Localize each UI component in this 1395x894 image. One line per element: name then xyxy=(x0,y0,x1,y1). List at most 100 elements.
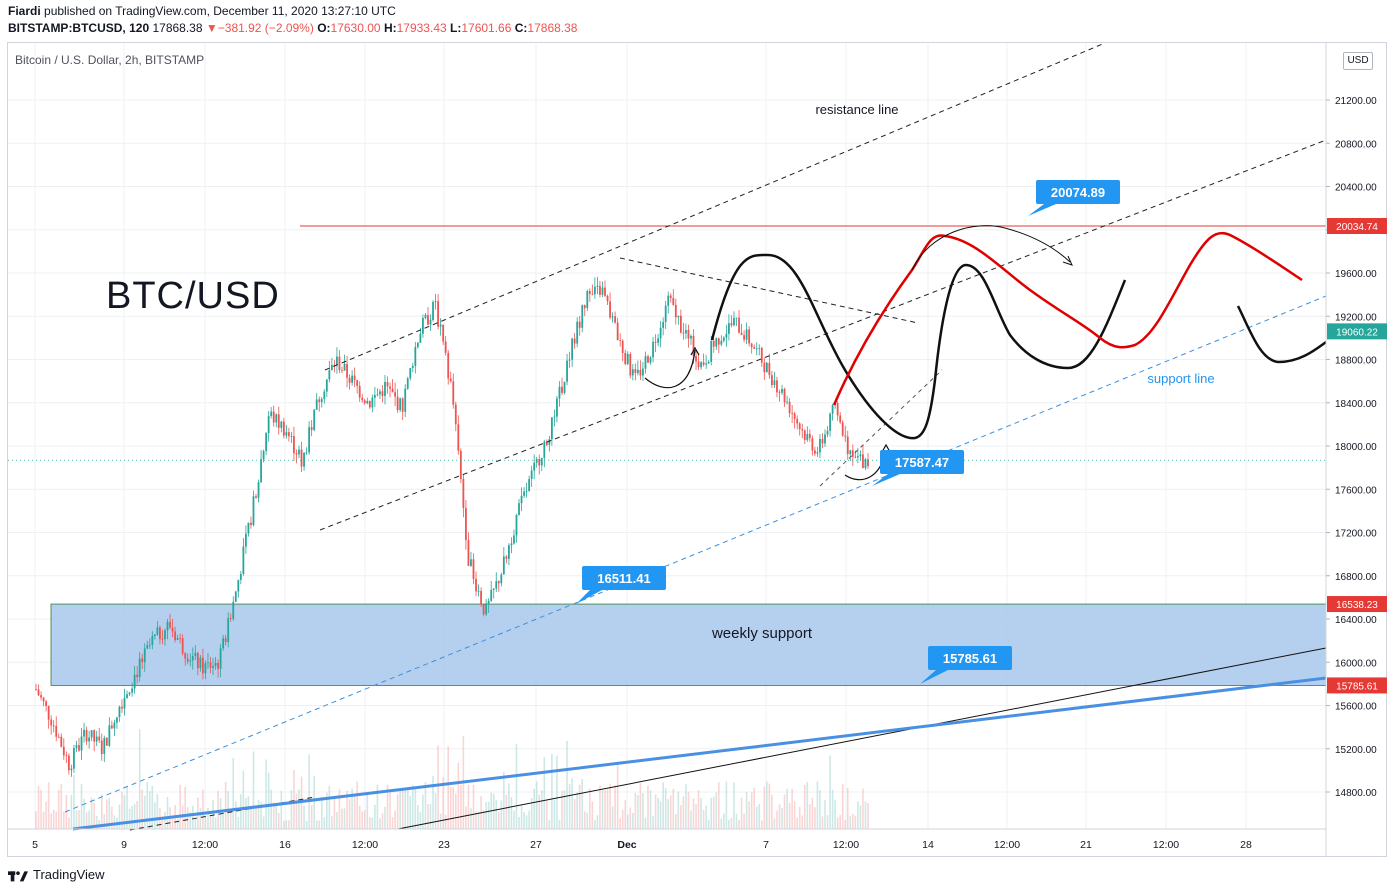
volume-bar xyxy=(356,781,358,829)
candle-body xyxy=(568,359,571,361)
volume-bar xyxy=(834,799,836,829)
candle-body xyxy=(336,356,338,366)
candle-body xyxy=(654,341,657,343)
candle-body xyxy=(743,335,745,340)
volume-bar xyxy=(323,817,326,829)
candle-body xyxy=(707,361,710,364)
candle-body xyxy=(695,355,697,362)
volume-bar xyxy=(95,815,98,829)
candle-body xyxy=(207,662,209,664)
author-name[interactable]: Fiardi xyxy=(8,4,41,18)
volume-bar xyxy=(728,819,730,829)
price-tick-label: 14800.00 xyxy=(1335,788,1377,799)
candle-body xyxy=(755,348,758,350)
volume-bar xyxy=(363,809,366,829)
volume-bar xyxy=(260,801,262,829)
candle-body xyxy=(657,338,660,343)
volume-bar xyxy=(336,811,338,829)
volume-bar xyxy=(568,784,571,829)
volume-bar xyxy=(85,812,88,829)
volume-bar xyxy=(773,818,776,829)
currency-button[interactable]: USD xyxy=(1343,52,1373,70)
volume-bar xyxy=(707,819,710,829)
volume-bar xyxy=(128,808,131,829)
candle-body xyxy=(725,333,728,338)
volume-bar xyxy=(176,818,179,829)
candle-body xyxy=(343,363,346,371)
tradingview-logo[interactable]: TradingView xyxy=(8,867,105,882)
candle-body xyxy=(462,478,465,509)
candle-body xyxy=(685,330,687,334)
candle-body xyxy=(556,398,558,417)
projection-red-path xyxy=(832,231,1303,406)
volume-bar xyxy=(530,798,533,829)
candle-body xyxy=(836,402,839,416)
candle-body xyxy=(609,301,611,318)
open-value: 17630.00 xyxy=(330,21,381,35)
candle-body xyxy=(65,755,68,757)
volume-bar xyxy=(465,806,467,829)
candle-body xyxy=(467,540,470,566)
candle-body xyxy=(166,621,169,631)
candle-body xyxy=(356,380,359,386)
candle-body xyxy=(313,409,316,431)
volume-bar xyxy=(695,804,697,829)
volume-bar xyxy=(83,798,85,829)
volume-bar xyxy=(326,792,328,829)
volume-bar xyxy=(412,784,414,829)
candle-body xyxy=(290,436,293,437)
candle-body xyxy=(826,430,829,435)
volume-bar xyxy=(809,804,811,829)
candle-body xyxy=(563,381,566,393)
volume-bar xyxy=(222,811,224,829)
volume-bar xyxy=(819,790,821,829)
volume-bar xyxy=(513,810,515,829)
volume-bar xyxy=(548,820,551,829)
candle-body xyxy=(659,327,662,339)
candle-body xyxy=(674,304,677,318)
volume-bar xyxy=(409,796,412,829)
candle-body xyxy=(121,706,123,709)
callout-pointer xyxy=(1028,204,1056,216)
candle-body xyxy=(611,316,614,318)
volume-bar xyxy=(171,817,174,829)
candle-body xyxy=(465,508,467,541)
time-tick-label: Dec xyxy=(617,839,636,851)
candle-body xyxy=(652,341,654,358)
volume-bar xyxy=(338,789,341,829)
volume-bar xyxy=(399,789,401,829)
volume-bar xyxy=(609,783,611,829)
volume-bar xyxy=(798,806,801,829)
callout-box xyxy=(1036,180,1120,204)
volume-bar xyxy=(379,818,381,829)
volume-bar xyxy=(47,782,50,829)
publish-text: published on TradingView.com, December 1… xyxy=(44,4,396,18)
volume-bar xyxy=(814,807,816,829)
candle-body xyxy=(801,429,804,431)
candle-body xyxy=(419,333,422,343)
volume-bar xyxy=(515,744,518,829)
descending-line xyxy=(619,257,919,324)
candle-body xyxy=(227,618,230,643)
volume-bar xyxy=(432,775,434,829)
volume-bar xyxy=(154,802,156,829)
candle-body xyxy=(735,317,738,319)
price-tag-label: 19060.22 xyxy=(1336,327,1378,338)
volume-bar xyxy=(644,817,647,829)
candle-body xyxy=(705,363,708,365)
volume-bars xyxy=(35,729,869,829)
volume-bar xyxy=(859,805,862,829)
candle-body xyxy=(629,354,632,376)
volume-bar xyxy=(796,817,798,829)
candle-body xyxy=(677,315,680,318)
candle-body xyxy=(98,736,101,741)
candle-body xyxy=(614,316,617,323)
candle-body xyxy=(793,413,796,419)
volume-bar xyxy=(414,789,417,829)
candle-body xyxy=(131,688,133,693)
price-change: −381.92 (−2.09%) xyxy=(217,21,314,35)
price-tick-label: 18400.00 xyxy=(1335,399,1377,410)
volume-bar xyxy=(705,805,707,829)
volume-bar xyxy=(452,787,455,829)
